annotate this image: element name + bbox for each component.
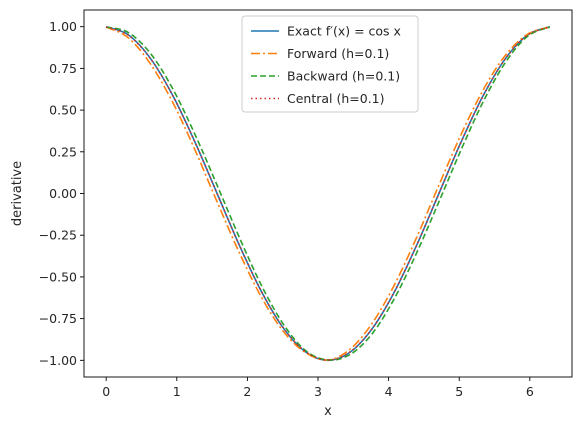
legend-label-3: Backward (h=0.1): [287, 69, 400, 84]
y-tick-label: 0.75: [49, 61, 77, 76]
axes-layer: 0 1 2 3 4 5 6 −1.00 −0.75 −0.50 −0.25 0.00 0.25 0.50 0…: [39, 9, 573, 399]
y-tick-label: −0.25: [39, 228, 77, 243]
y-tick-label: 1.00: [49, 19, 77, 34]
x-tick-label: 0: [102, 384, 110, 399]
legend: Exact f′(x) = cos x Forward (h=0.1) Backwa…: [241, 15, 419, 113]
y-tick-label: 0.00: [49, 186, 77, 201]
y-tick-label: −1.00: [39, 353, 77, 368]
series-line-4: [105, 26, 551, 361]
x-tick-label: 1: [173, 384, 181, 399]
x-tick-label: 2: [243, 384, 251, 399]
series-layer: [105, 25, 551, 362]
x-axis-label: x: [324, 404, 332, 419]
y-tick-label: 0.25: [49, 144, 77, 159]
y-axis-label: derivative: [10, 161, 25, 226]
y-tick-label: −0.75: [39, 311, 77, 326]
x-tick-label: 5: [455, 384, 463, 399]
y-tick-label: 0.50: [49, 103, 77, 118]
x-tick-label: 6: [526, 384, 534, 399]
legend-label-4: Central (h=0.1): [287, 91, 385, 106]
y-tick-label: −0.50: [39, 269, 77, 284]
x-tick-label: 3: [314, 384, 322, 399]
legend-box: [241, 15, 419, 113]
legend-label-1: Exact f′(x) = cos x: [287, 24, 401, 39]
x-tick-label: 4: [385, 384, 393, 399]
legend-label-2: Forward (h=0.1): [287, 46, 389, 61]
series-line-3: [105, 26, 551, 361]
